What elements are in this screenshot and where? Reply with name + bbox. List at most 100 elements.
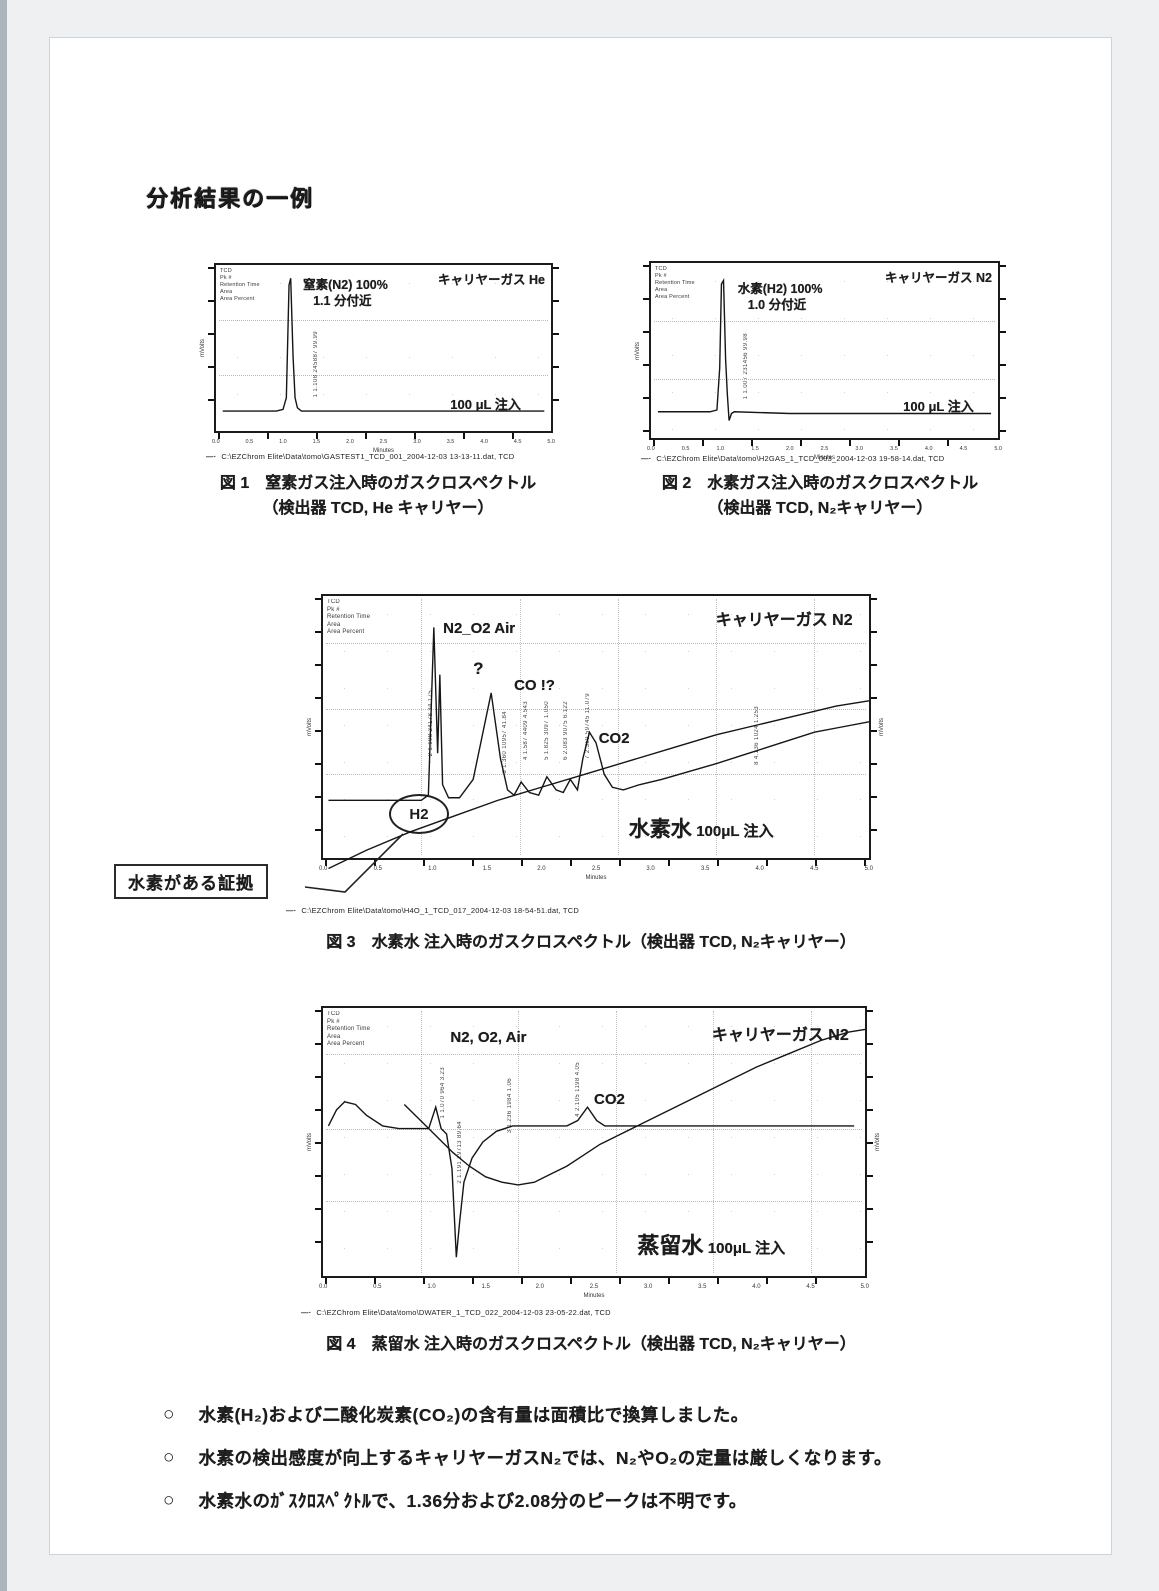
figure1-chart: TCD Pk # Retention Time Area Area Percen… (200, 263, 559, 454)
axis-tick-label: 3.5 (698, 1284, 707, 1290)
figure1-file-path-text: C:\EZChrom Elite\Data\tomo\GASTEST1_TCD_… (221, 452, 515, 461)
bullet-circle-marker: ○ (163, 1490, 175, 1511)
trace-key-dash: —· (206, 452, 217, 461)
gridline (654, 320, 995, 322)
figure1-injection-label: 100 μL 注入 (450, 396, 521, 412)
axis-tick-label: 0.5 (681, 446, 690, 452)
figure2-right-ticks (1000, 265, 1006, 436)
figure1-x-axis-labels: 0.0 0.5 1.0 1.5 2.0 2.5 3.0 3.5 4.0 4.5 5.0 (212, 439, 555, 445)
gridline (716, 599, 718, 855)
axis-tick-label: 4.5 (959, 446, 968, 452)
figure4-sample-label: 蒸留水 (637, 1232, 704, 1258)
figure4-right-ticks (867, 1010, 873, 1274)
axis-tick-label: 1.0 (279, 439, 287, 445)
axis-tick-label: 2.0 (535, 1284, 544, 1290)
figure3-h2-label: H2 (409, 805, 429, 823)
figure3-label-n2-o2-air: N2_O2 Air (443, 619, 516, 637)
gridline (421, 599, 423, 855)
axis-tick-label: 2.0 (346, 439, 354, 445)
axis-tick-label: 3.0 (643, 1284, 653, 1290)
axis-tick-label: 3.0 (855, 446, 864, 452)
axis-tick-label: 3.5 (700, 866, 710, 872)
gridline (420, 1011, 422, 1273)
gridline (615, 1011, 617, 1273)
axis-tick-label: 4.5 (513, 439, 522, 445)
figure3-label-question: ? (473, 658, 484, 678)
figure4-secondary-line (404, 1029, 865, 1184)
axis-tick-label: 1.0 (428, 866, 437, 872)
figure1-right-ticks (553, 267, 559, 429)
axis-tick-label: 4.5 (810, 866, 819, 872)
gridline (713, 1011, 715, 1273)
figure3-chromatogram-line (328, 627, 869, 800)
axis-tick-label: 3.0 (646, 866, 655, 872)
bullet-item: ○ 水素の検出感度が向上するキャリヤーガスN₂では、N₂やO₂の定量は厳しくなり… (163, 1447, 892, 1470)
figure2-x-axis-labels: 0.0 0.5 1.0 1.5 2.0 2.5 3.0 3.5 4.0 4.5 5.0 (647, 446, 1002, 452)
gridline (326, 1053, 862, 1055)
figure2-left-ticks (643, 265, 649, 436)
figure2-carrier-label: キャリヤーガス N2 (885, 271, 992, 285)
figure1-peak-note-line2: 1.1 分付近 (313, 294, 372, 309)
figure3-file-path: —· C:\EZChrom Elite\Data\tomo\H4O_1_TCD_0… (286, 906, 579, 915)
gridline (617, 599, 619, 855)
figure2-peak-note: 水素(H2) 100% 1.0 分付近 (738, 281, 823, 315)
axis-tick-label: 1.5 (481, 1284, 490, 1290)
axis-tick-label: 1.5 (751, 446, 759, 452)
bullet-circle-marker: ○ (163, 1404, 175, 1425)
gridline (326, 774, 866, 776)
figure3-label-co2: CO2 (598, 729, 630, 747)
figure1-caption: 図 1 窒素ガス注入時のガスクロスペクトル （検出器 TCD, He キャリヤー… (178, 472, 578, 522)
figure2-bottom-ticks (653, 440, 996, 446)
figure4-bottom-ticks (325, 1278, 863, 1284)
figure3-x-axis-title: Minutes (585, 875, 607, 881)
gridline (219, 374, 548, 376)
figure1-carrier-label: キャリヤーガス He (438, 273, 545, 287)
axis-tick-label: 5.0 (994, 446, 1002, 452)
figure3-sample-label: 水素水 (628, 818, 692, 842)
figure3-secondary-line (328, 701, 869, 869)
axis-tick-label: 4.0 (755, 866, 764, 872)
axis-tick-label: 1.0 (716, 446, 725, 452)
gridline (519, 599, 521, 855)
axis-tick-label: 5.0 (864, 866, 873, 872)
figure1-left-ticks (208, 267, 214, 429)
gridline (219, 319, 548, 321)
figure2-caption-line1: 図 2 水素ガス注入時のガスクロスペクトル (661, 475, 979, 492)
axis-tick-label: 3.0 (413, 439, 421, 445)
axis-tick-label: 0.0 (319, 866, 328, 872)
figure1-legend: TCD Pk # Retention Time Area Area Percen… (220, 268, 260, 302)
figure4-label-co2: CO2 (594, 1091, 625, 1109)
axis-tick-label: 2.5 (379, 439, 388, 445)
hydrogen-evidence-callout: 水素がある証拠 (114, 864, 268, 899)
bullet-item: ○ 水素水のｶﾞｽｸﾛｽﾍﾟｸﾄﾙで、1.36分および2.08分のピークは不明で… (163, 1490, 747, 1513)
figure3-legend: TCD Pk # Retention Time Area Area Percen… (327, 599, 371, 635)
figure3-right-ticks (871, 598, 877, 856)
figure4-y-axis-title: mVolts (307, 1132, 313, 1152)
axis-tick-label: 2.5 (591, 866, 601, 872)
axis-tick-label: 2.5 (820, 446, 829, 452)
page-title: 分析結果の一例 (146, 186, 315, 211)
figure3-y-axis-title: mVolts (307, 717, 313, 737)
figure2-x-axis-title: Minutes (813, 455, 835, 461)
figure2-caption: 図 2 水素ガス注入時のガスクロスペクトル （検出器 TCD, N₂キャリヤー） (610, 472, 1030, 522)
figure4-file-path: —· C:\EZChrom Elite\Data\tomo\DWATER_1_TC… (301, 1308, 611, 1317)
bullet-circle-marker: ○ (163, 1447, 175, 1468)
gridline (326, 1128, 862, 1130)
figure2-trace-line (658, 281, 991, 421)
figure3-left-ticks (315, 598, 321, 856)
figure4-injection-label: 100μL 注入 (707, 1239, 786, 1257)
axis-tick-label: 5.0 (547, 439, 555, 445)
scan-edge-strip (0, 0, 7, 1591)
figure3-carrier-label: キャリヤーガス N2 (715, 612, 853, 630)
gridline (810, 1011, 812, 1273)
figure4-x-axis-labels: 0.0 0.5 1.0 1.5 2.0 2.5 3.0 3.5 4.0 4.5 5.0 (319, 1284, 869, 1290)
figure3-chart: TCD Pk # Retention Time Area Area Percen… (307, 594, 885, 881)
gridline (326, 1200, 862, 1202)
axis-tick-label: 0.5 (245, 439, 254, 445)
figure3-sample-injection: 水素水 100μL 注入 (629, 813, 774, 843)
gridline (326, 708, 866, 710)
figure4-chromatogram-line (328, 1102, 854, 1257)
figure4-label-n2-o2-air: N2, O2, Air (450, 1029, 527, 1047)
figure1-x-axis-title: Minutes (372, 448, 394, 454)
